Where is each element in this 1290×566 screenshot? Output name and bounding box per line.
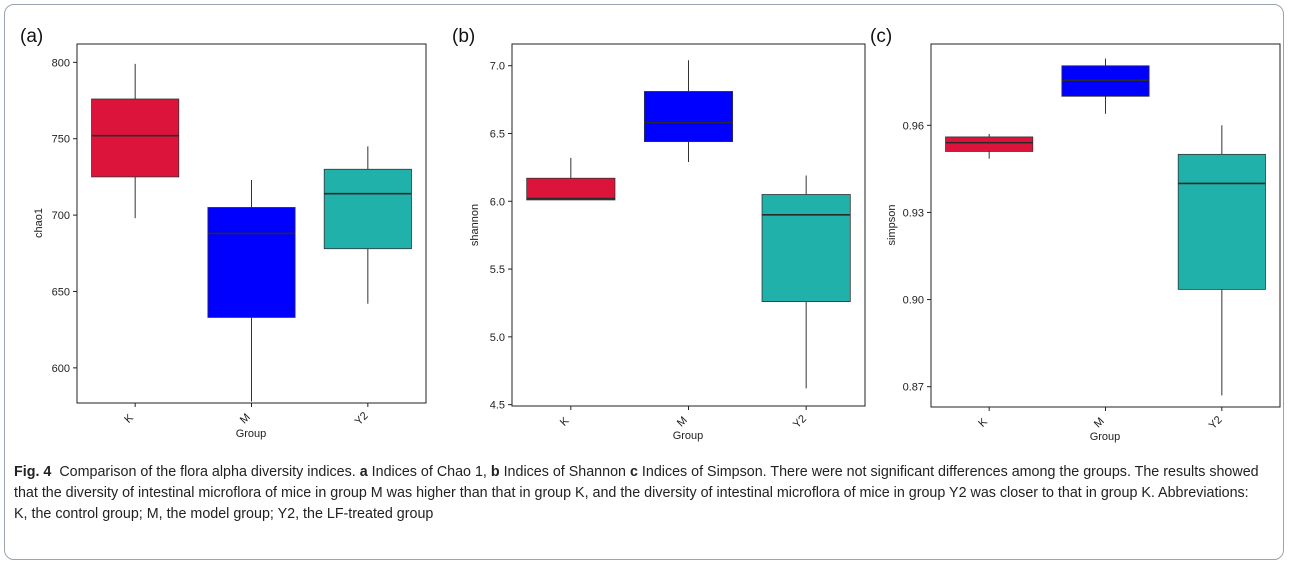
panel-label: (b) — [452, 26, 475, 47]
y-tick-label: 800 — [52, 57, 70, 69]
box-iqr — [761, 194, 851, 303]
y-tick-label: 600 — [52, 363, 70, 375]
box-iqr — [91, 98, 180, 178]
box-iqr — [643, 91, 734, 143]
y-tick-label: 4.5 — [490, 400, 505, 412]
caption-panel-ref: b — [490, 464, 500, 480]
caption-panel-ref: c — [629, 464, 638, 480]
y-tick-label: 6.0 — [490, 196, 505, 208]
x-tick-label: M — [675, 414, 690, 429]
box-M — [643, 60, 734, 162]
chart-panel-a: (a) 600 650 700 750 800 K M Y2 Group chao1 — [20, 26, 427, 440]
x-tick-label: K — [976, 416, 990, 430]
chart-panel-c: (c) 0.87 0.90 0.93 0.96 K M Y2 Group simpson — [870, 26, 1281, 443]
caption-panel-ref: a — [359, 464, 368, 480]
x-axis-title: Group — [1090, 431, 1121, 443]
x-axis-title: Group — [673, 430, 704, 442]
box-iqr — [323, 168, 412, 250]
y-tick-label: 750 — [52, 134, 70, 146]
boxplot-panels: (a) 600 650 700 750 800 K M Y2 Group chao1 (b) 4.5 5.… — [20, 26, 1281, 443]
box-Y2 — [761, 175, 851, 389]
x-tick-label: K — [122, 412, 136, 426]
box-K — [91, 63, 180, 219]
caption-segment: Comparison of the flora alpha diversity … — [59, 464, 360, 480]
x-tick-label: M — [238, 411, 253, 426]
y-tick-label: 700 — [52, 210, 70, 222]
chart-panel-b: (b) 4.5 5.0 5.5 6.0 6.5 7.0 K M Y2 Group shannon — [452, 26, 866, 442]
y-tick-label: 7.0 — [490, 61, 505, 73]
y-axis-title: shannon — [469, 204, 481, 246]
y-tick-label: 650 — [52, 286, 70, 298]
box-M — [1061, 58, 1150, 114]
figure-label: Fig. 4 — [14, 464, 52, 480]
box-M — [207, 179, 296, 402]
panel-label: (a) — [20, 26, 43, 47]
x-tick-label: Y2 — [791, 413, 809, 431]
y-tick-label: 0.96 — [903, 120, 924, 132]
y-tick-label: 6.5 — [490, 128, 505, 140]
x-tick-label: K — [558, 415, 572, 429]
caption-text: Comparison of the flora alpha diversity … — [14, 464, 1259, 522]
x-tick-label: Y2 — [353, 410, 371, 428]
y-tick-label: 0.93 — [903, 207, 924, 219]
box-K — [945, 134, 1034, 159]
caption-segment: Indices of Shannon — [499, 464, 630, 480]
y-tick-label: 5.5 — [490, 264, 505, 276]
figure-caption: Fig. 4 Comparison of the flora alpha dive… — [14, 462, 1266, 525]
y-tick-label: 0.90 — [903, 295, 924, 307]
box-Y2 — [323, 146, 412, 304]
box-iqr — [526, 177, 616, 201]
caption-segment: Indices of Simpson. There were not signi… — [14, 464, 1259, 522]
box-K — [526, 157, 616, 201]
box-iqr — [207, 207, 296, 318]
caption-segment: Indices of Chao 1, — [367, 464, 491, 480]
box-iqr — [1177, 153, 1266, 290]
y-axis-title: chao1 — [33, 208, 45, 238]
x-tick-label: M — [1092, 415, 1107, 430]
box-iqr — [945, 136, 1034, 152]
x-axis-title: Group — [236, 428, 267, 440]
panel-label: (c) — [870, 26, 892, 47]
x-tick-label: Y2 — [1207, 414, 1225, 432]
box-Y2 — [1177, 125, 1266, 396]
y-tick-label: 0.87 — [903, 382, 924, 394]
y-tick-label: 5.0 — [490, 332, 505, 344]
y-axis-title: simpson — [886, 205, 898, 246]
